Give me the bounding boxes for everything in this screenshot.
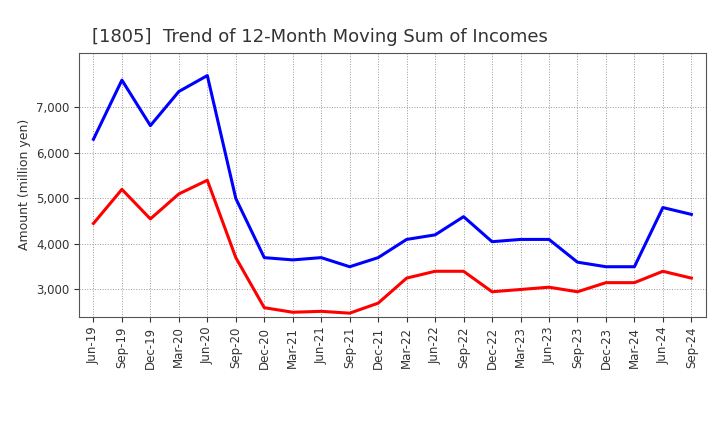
Ordinary Income: [232, 196, 240, 201]
Ordinary Income: [117, 77, 126, 83]
Ordinary Income: [573, 260, 582, 265]
Y-axis label: Amount (million yen): Amount (million yen): [17, 119, 30, 250]
Net Income: [630, 280, 639, 285]
Ordinary Income: [289, 257, 297, 263]
Net Income: [174, 191, 183, 197]
Net Income: [487, 289, 496, 294]
Line: Ordinary Income: Ordinary Income: [94, 76, 691, 267]
Ordinary Income: [687, 212, 696, 217]
Net Income: [260, 305, 269, 310]
Ordinary Income: [602, 264, 611, 269]
Ordinary Income: [260, 255, 269, 260]
Net Income: [146, 216, 155, 222]
Line: Net Income: Net Income: [94, 180, 691, 313]
Ordinary Income: [516, 237, 525, 242]
Ordinary Income: [459, 214, 468, 219]
Ordinary Income: [431, 232, 439, 238]
Ordinary Income: [402, 237, 411, 242]
Net Income: [89, 221, 98, 226]
Ordinary Income: [374, 255, 382, 260]
Net Income: [374, 301, 382, 306]
Ordinary Income: [545, 237, 554, 242]
Ordinary Income: [630, 264, 639, 269]
Ordinary Income: [659, 205, 667, 210]
Net Income: [687, 275, 696, 281]
Net Income: [402, 275, 411, 281]
Net Income: [459, 269, 468, 274]
Net Income: [659, 269, 667, 274]
Net Income: [317, 309, 325, 314]
Ordinary Income: [317, 255, 325, 260]
Net Income: [431, 269, 439, 274]
Ordinary Income: [89, 137, 98, 142]
Net Income: [203, 178, 212, 183]
Net Income: [346, 311, 354, 316]
Net Income: [117, 187, 126, 192]
Ordinary Income: [203, 73, 212, 78]
Ordinary Income: [174, 89, 183, 94]
Net Income: [602, 280, 611, 285]
Net Income: [289, 310, 297, 315]
Ordinary Income: [487, 239, 496, 244]
Ordinary Income: [346, 264, 354, 269]
Net Income: [545, 285, 554, 290]
Net Income: [573, 289, 582, 294]
Net Income: [516, 287, 525, 292]
Text: [1805]  Trend of 12-Month Moving Sum of Incomes: [1805] Trend of 12-Month Moving Sum of I…: [91, 28, 548, 46]
Net Income: [232, 255, 240, 260]
Ordinary Income: [146, 123, 155, 128]
